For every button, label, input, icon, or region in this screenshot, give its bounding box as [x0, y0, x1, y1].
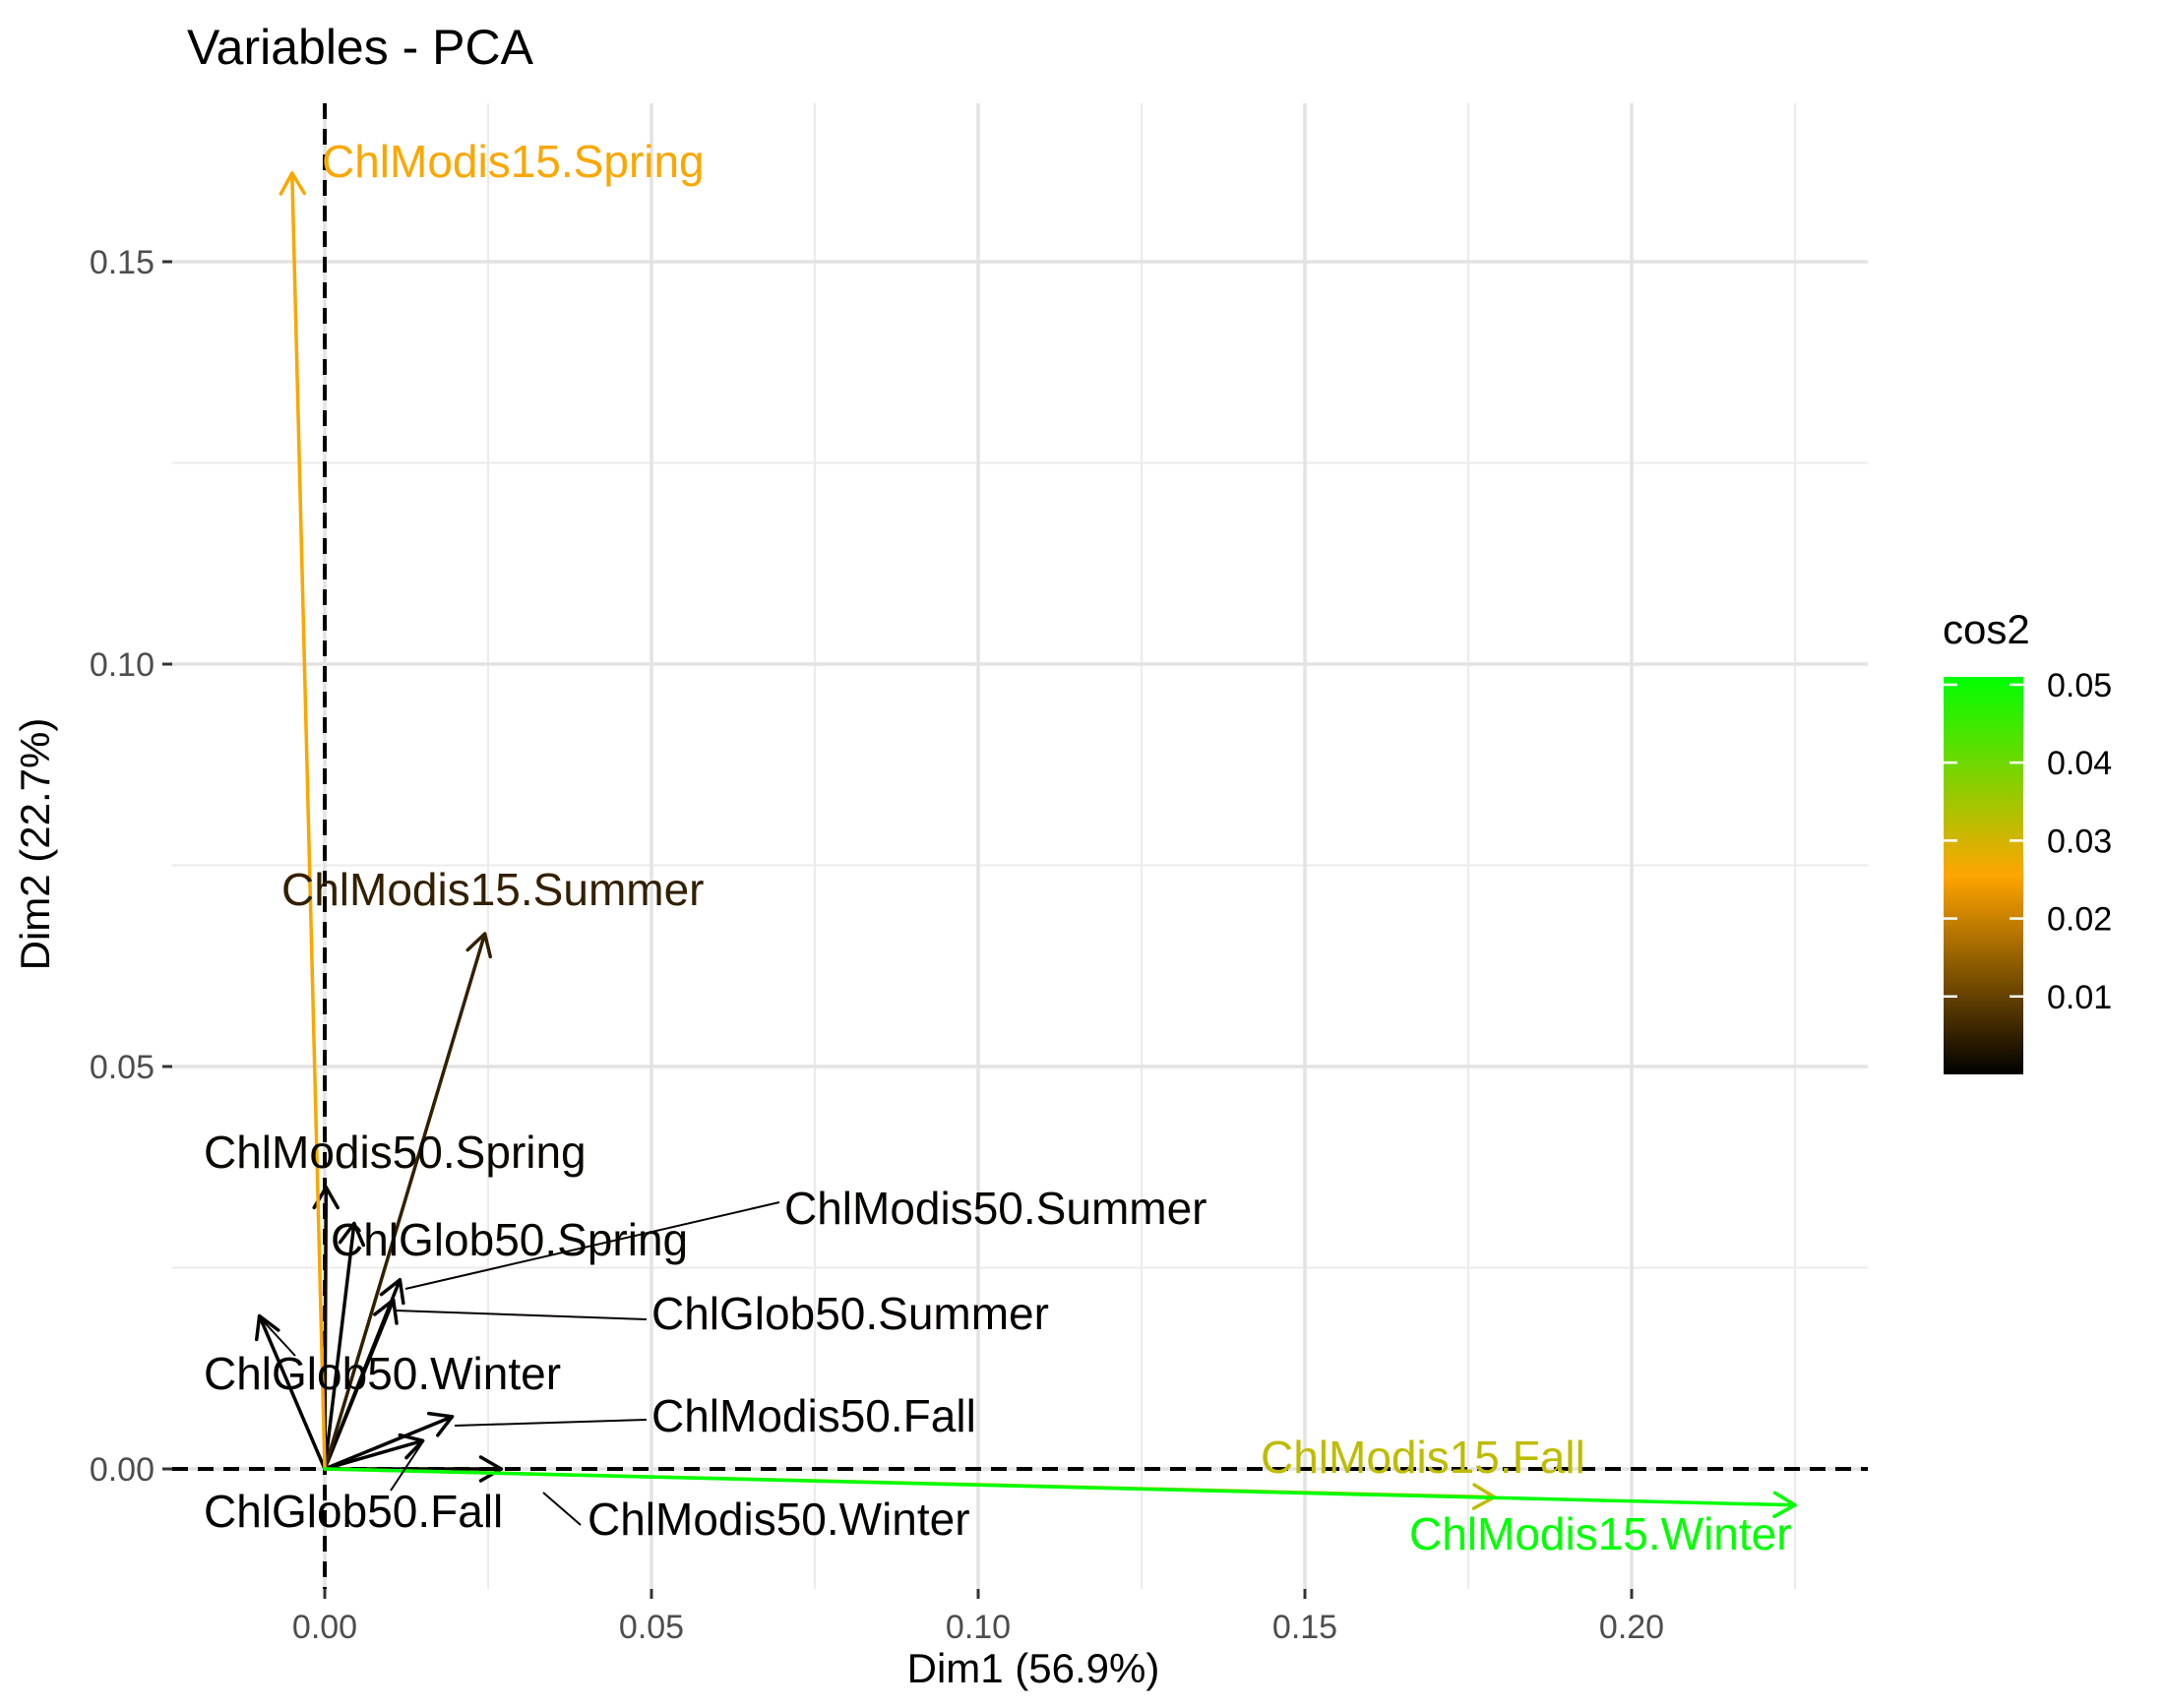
variable-label: ChlGlob50.Spring	[331, 1214, 688, 1265]
variable-arrows	[254, 171, 1797, 1519]
x-tick-label: 0.00	[292, 1609, 357, 1646]
legend-tick-label: 0.03	[2047, 823, 2112, 860]
x-axis-title: Dim1 (56.9%)	[907, 1645, 1160, 1691]
variable-label: ChlModis50.Fall	[651, 1390, 976, 1441]
legend-tick-label: 0.05	[2047, 667, 2112, 704]
label-leader-line	[258, 1315, 296, 1357]
chart-title: Variables - PCA	[187, 20, 534, 75]
variable-arrow	[323, 1221, 366, 1471]
variable-label: ChlModis50.Winter	[588, 1494, 970, 1545]
x-tick-label: 0.15	[1272, 1609, 1337, 1646]
variable-label: ChlGlob50.Summer	[651, 1288, 1049, 1339]
variable-label: ChlModis15.Fall	[1261, 1432, 1585, 1483]
variable-label: ChlModis15.Winter	[1409, 1508, 1792, 1559]
variable-label: ChlGlob50.Winter	[204, 1348, 561, 1399]
legend-tick-label: 0.02	[2047, 901, 2112, 939]
x-tick-label: 0.05	[619, 1609, 684, 1646]
y-tick-label: 0.05	[90, 1049, 155, 1086]
variable-arrow	[278, 171, 327, 1471]
y-axis-title: Dim2 (22.7%)	[12, 718, 58, 971]
variable-arrow	[323, 1411, 455, 1471]
label-leader-line	[542, 1492, 582, 1526]
x-tick-label: 0.20	[1599, 1609, 1664, 1646]
y-tick-label: 0.15	[90, 244, 155, 281]
variable-arrow	[323, 1278, 405, 1471]
y-tick-label: 0.00	[90, 1451, 155, 1489]
legend-ticks: 0.01 0.02 0.03 0.04 0.05	[1944, 667, 2112, 1016]
variable-label: ChlModis15.Spring	[322, 136, 705, 187]
label-leader-line	[454, 1419, 648, 1427]
x-tick-label: 0.10	[946, 1609, 1011, 1646]
variable-label: ChlModis15.Summer	[281, 864, 704, 915]
legend-color-bar	[1944, 677, 2023, 1074]
variable-label: ChlGlob50.Fall	[204, 1486, 503, 1537]
legend-title: cos2	[1943, 606, 2030, 652]
axes: 0.00 0.05 0.10 0.15 0.20 0.00 0.05 0.10 0.15	[90, 244, 1664, 1646]
label-leader-line	[395, 1310, 648, 1320]
variable-label: ChlModis50.Spring	[204, 1127, 587, 1178]
y-tick-label: 0.10	[90, 646, 155, 684]
legend-tick-label: 0.01	[2047, 979, 2112, 1016]
variable-arrow	[323, 932, 492, 1471]
variable-label: ChlModis50.Summer	[784, 1183, 1207, 1234]
variable-arrow	[323, 1433, 425, 1471]
variable-labels: ChlModis15.Spring ChlModis15.Summer ChlMod…	[204, 136, 1792, 1559]
label-leader-line	[390, 1440, 424, 1492]
legend-tick-label: 0.04	[2047, 745, 2112, 782]
label-leader-line	[404, 1201, 780, 1290]
cos2-color-legend: cos2 0.01 0.02 0.03 0.04 0.05	[1943, 606, 2112, 1074]
variable-arrow	[323, 1467, 1797, 1519]
